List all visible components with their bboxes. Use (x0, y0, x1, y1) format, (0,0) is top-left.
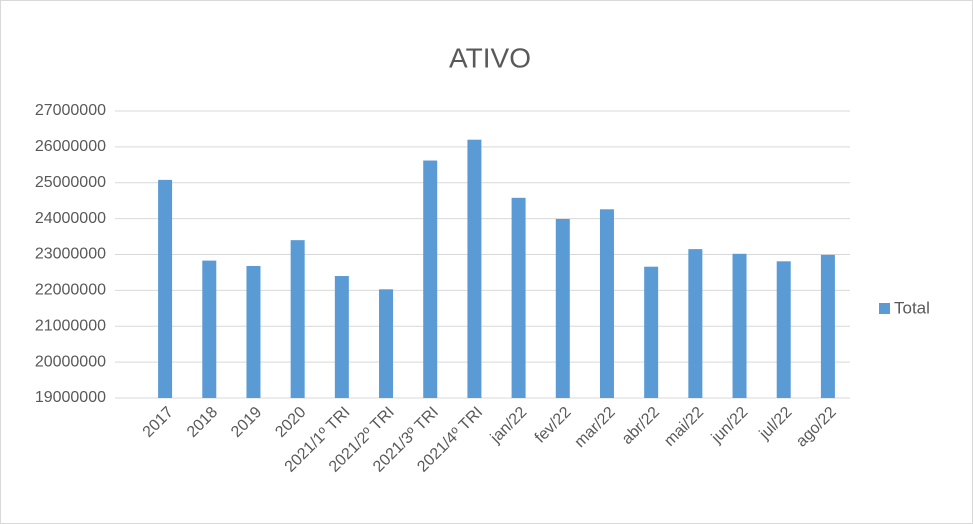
bar (555, 218, 570, 398)
legend-swatch (879, 303, 890, 314)
bar (599, 209, 614, 398)
y-tick-label: 22000000 (35, 282, 106, 299)
bar (820, 254, 835, 398)
chart-title: ATIVO (449, 42, 531, 73)
y-tick-label: 27000000 (35, 102, 106, 119)
bar (732, 253, 747, 398)
y-tick-label: 23000000 (35, 246, 106, 263)
y-tick-label: 26000000 (35, 138, 106, 155)
bar (467, 139, 482, 398)
bar (290, 240, 305, 398)
bar (644, 266, 659, 398)
bar (246, 265, 261, 398)
bar (776, 261, 791, 398)
bar (423, 160, 438, 398)
y-tick-label: 25000000 (35, 174, 106, 191)
y-tick-label: 21000000 (35, 317, 106, 334)
legend-label: Total (894, 298, 930, 317)
y-tick-label: 24000000 (35, 210, 106, 227)
bar (379, 289, 394, 398)
bar (511, 197, 526, 398)
bar (334, 276, 349, 398)
y-tick-label: 20000000 (35, 353, 106, 370)
bar (688, 249, 703, 398)
bar (202, 260, 217, 398)
bar (158, 179, 173, 398)
y-tick-label: 19000000 (35, 389, 106, 406)
